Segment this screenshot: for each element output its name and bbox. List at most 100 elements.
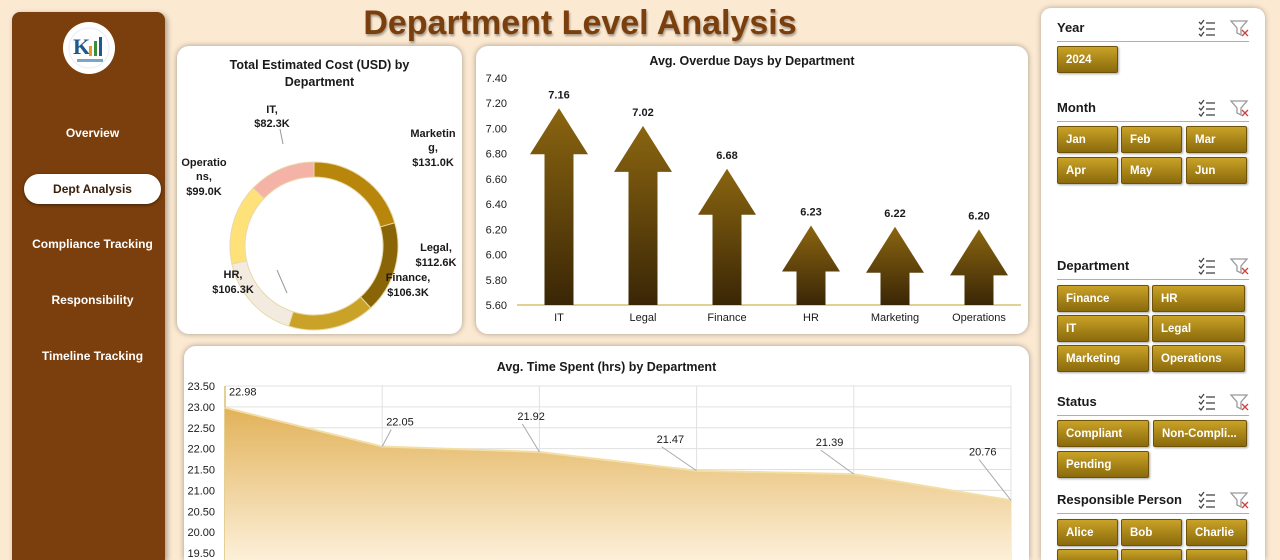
timespent-area-chart: 19.50 20.00 20.50 21.00 21.50 22.00 22.50 23.00…: [187, 381, 1012, 560]
overdue-y-tick: 6.20: [486, 224, 507, 236]
company-logo: K: [63, 22, 115, 74]
multi-select-icon[interactable]: [1197, 98, 1217, 118]
area-y-tick: 22.50: [187, 423, 215, 435]
timespent-chart-card: Avg. Time Spent (hrs) by Department 19.5…: [184, 346, 1029, 560]
month-chip-apr[interactable]: Apr: [1057, 157, 1118, 184]
department-chip-legal[interactable]: Legal: [1152, 315, 1245, 342]
year-slicer-icons: [1197, 18, 1249, 38]
department-slicer-header: Department: [1057, 254, 1249, 280]
area-data-label: 22.98: [229, 387, 257, 399]
status-chip-non-compliant[interactable]: Non-Compli...: [1153, 420, 1247, 447]
department-chip-operations[interactable]: Operations: [1152, 345, 1245, 372]
label-hr-name: HR,: [224, 269, 243, 281]
multi-select-icon[interactable]: [1197, 490, 1217, 510]
person-slicer-title: Responsible Person: [1057, 492, 1182, 507]
clear-filter-icon[interactable]: [1229, 392, 1249, 412]
person-chip-partial[interactable]: [1057, 549, 1118, 560]
clear-filter-icon[interactable]: [1229, 490, 1249, 510]
year-slicer-header: Year: [1057, 16, 1249, 42]
overdue-y-tick: 6.60: [486, 174, 507, 186]
area-data-label: 20.76: [969, 446, 997, 458]
label-operations-value: $99.0K: [186, 186, 222, 198]
donut-slice-finance: [287, 296, 372, 331]
person-chip-partial[interactable]: [1121, 549, 1182, 560]
multi-select-icon[interactable]: [1197, 18, 1217, 38]
month-chip-feb[interactable]: Feb: [1121, 126, 1182, 153]
month-chip-may[interactable]: May: [1121, 157, 1182, 184]
label-it-name: IT,: [266, 104, 278, 116]
person-slicer-header: Responsible Person: [1057, 488, 1249, 514]
area-leader-line: [661, 446, 697, 472]
department-chip-it[interactable]: IT: [1057, 315, 1149, 342]
department-chip-marketing[interactable]: Marketing: [1057, 345, 1149, 372]
donut-title-line1: Total Estimated Cost (USD) by: [229, 58, 410, 72]
status-slicer-header: Status: [1057, 390, 1249, 416]
cost-donut-chart: IT, $82.3K Marketin g, $131.0K Legal, $1…: [181, 104, 457, 331]
area-data-label: 21.92: [517, 411, 545, 423]
area-y-tick: 20.00: [187, 527, 215, 539]
nav-responsibility[interactable]: Responsibility: [51, 293, 134, 307]
label-finance-name: Finance,: [386, 272, 431, 284]
month-slicer-title: Month: [1057, 100, 1096, 115]
overdue-bar-it: [530, 108, 588, 305]
month-slicer-header: Month: [1057, 96, 1249, 122]
label-marketing-name: Marketin: [410, 128, 456, 140]
area-leader-line: [978, 459, 1012, 501]
overdue-bar-marketing: [866, 226, 924, 305]
year-chip-2024[interactable]: 2024: [1057, 46, 1118, 73]
overdue-data-label: 6.22: [884, 208, 905, 220]
overdue-category-label: Operations: [952, 312, 1006, 324]
month-slicer-icons: [1197, 98, 1249, 118]
person-slicer-icons: [1197, 490, 1249, 510]
multi-select-icon[interactable]: [1197, 256, 1217, 276]
area-y-tick: 22.00: [187, 444, 215, 456]
filter-panel: Year 2024 Month Jan Feb Mar Apr May Jun …: [1041, 8, 1265, 560]
cost-donut-card: Total Estimated Cost (USD) by Department…: [177, 46, 462, 334]
person-chip-partial[interactable]: [1186, 549, 1247, 560]
label-operations-name: Operatio: [181, 157, 227, 169]
overdue-chart-card: Avg. Overdue Days by Department 5.60 5.80…: [476, 46, 1028, 334]
department-slicer-icons: [1197, 256, 1249, 276]
nav-compliance-tracking[interactable]: Compliance Tracking: [32, 237, 153, 251]
area-data-label: 21.47: [657, 434, 685, 446]
person-chip-bob[interactable]: Bob: [1121, 519, 1182, 546]
overdue-y-tick: 6.00: [486, 250, 507, 262]
donut-slice-marketing: [313, 161, 396, 228]
overdue-category-label: Legal: [630, 312, 657, 324]
overdue-title: Avg. Overdue Days by Department: [649, 54, 855, 68]
department-chip-hr[interactable]: HR: [1152, 285, 1245, 312]
department-chip-finance[interactable]: Finance: [1057, 285, 1149, 312]
status-chip-pending[interactable]: Pending: [1057, 451, 1149, 478]
month-chip-jun[interactable]: Jun: [1186, 157, 1247, 184]
donut-title-line2: Department: [284, 75, 355, 89]
label-legal-name: Legal,: [420, 242, 452, 254]
clear-filter-icon[interactable]: [1229, 98, 1249, 118]
month-chip-mar[interactable]: Mar: [1186, 126, 1247, 153]
clear-filter-icon[interactable]: [1229, 256, 1249, 276]
label-operations-line2: ns,: [196, 171, 212, 183]
nav-overview[interactable]: Overview: [65, 126, 120, 140]
department-slicer-title: Department: [1057, 258, 1130, 273]
person-chip-alice[interactable]: Alice: [1057, 519, 1118, 546]
page-title: Department Level Analysis: [363, 4, 797, 42]
overdue-y-tick: 7.20: [486, 98, 507, 110]
clear-filter-icon[interactable]: [1229, 18, 1249, 38]
overdue-bar-chart: 5.60 5.80 6.00 6.20 6.40 6.60 6.80 7.00 7.20 7.40…: [486, 73, 1021, 324]
month-chip-jan[interactable]: Jan: [1057, 126, 1118, 153]
multi-select-icon[interactable]: [1197, 392, 1217, 412]
overdue-y-tick: 7.40: [486, 73, 507, 85]
status-chip-compliant[interactable]: Compliant: [1057, 420, 1149, 447]
sidebar: K Overview Dept Analysis Compliance Trac…: [12, 12, 165, 560]
overdue-y-tick: 6.40: [486, 199, 507, 211]
status-slicer-title: Status: [1057, 394, 1097, 409]
donut-slice-operations: [229, 187, 265, 265]
area-y-tick: 23.00: [187, 402, 215, 414]
person-chip-charlie[interactable]: Charlie: [1186, 519, 1247, 546]
overdue-data-label: 6.20: [968, 210, 989, 222]
nav-dept-analysis[interactable]: Dept Analysis: [24, 174, 161, 204]
label-hr-value: $106.3K: [212, 284, 254, 296]
area-data-label: 21.39: [816, 437, 844, 449]
nav-timeline-tracking[interactable]: Timeline Tracking: [41, 349, 144, 363]
overdue-bar-operations: [950, 229, 1008, 305]
donut-slice-it: [252, 161, 315, 200]
